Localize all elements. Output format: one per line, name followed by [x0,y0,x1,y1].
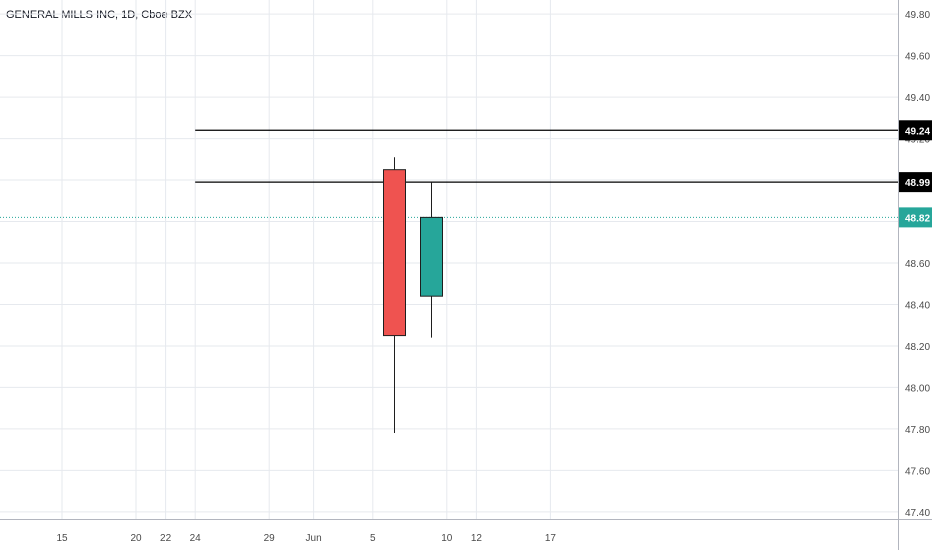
y-tick-label: 47.60 [905,466,930,477]
x-tick-label: Jun [306,533,322,544]
y-tick-label: 49.60 [905,52,930,63]
x-tick-label: 20 [130,533,142,544]
x-tick-label: 17 [545,533,557,544]
candle-body[interactable] [420,216,443,297]
y-tick-label: 49.80 [905,10,930,21]
x-tick-label: 15 [56,533,68,544]
x-tick-label: 24 [190,533,202,544]
chart-title: GENERAL MILLS INC, 1D, Cboe BZX [6,9,193,21]
y-tick-label: 48.60 [905,259,930,270]
x-tick-label: 22 [160,533,172,544]
x-tick-label: 29 [264,533,276,544]
candle-body[interactable] [383,169,406,337]
last-price-label-bg [899,207,932,228]
line-price-label: 49.24 [905,126,930,137]
y-tick-label: 48.00 [905,383,930,394]
line-price-label: 48.99 [905,178,930,189]
y-tick-label: 47.80 [905,425,930,436]
y-tick-label: 49.40 [905,93,930,104]
x-tick-label: 5 [370,533,376,544]
line-price-label-bg [899,172,932,193]
x-tick-label: 12 [471,533,483,544]
y-tick-label: 48.20 [905,342,930,353]
last-price-label: 48.82 [905,213,930,224]
line-price-label-bg [899,120,932,141]
y-tick-label: 47.40 [905,508,930,519]
y-tick-label: 48.40 [905,300,930,311]
x-tick-label: 10 [441,533,453,544]
